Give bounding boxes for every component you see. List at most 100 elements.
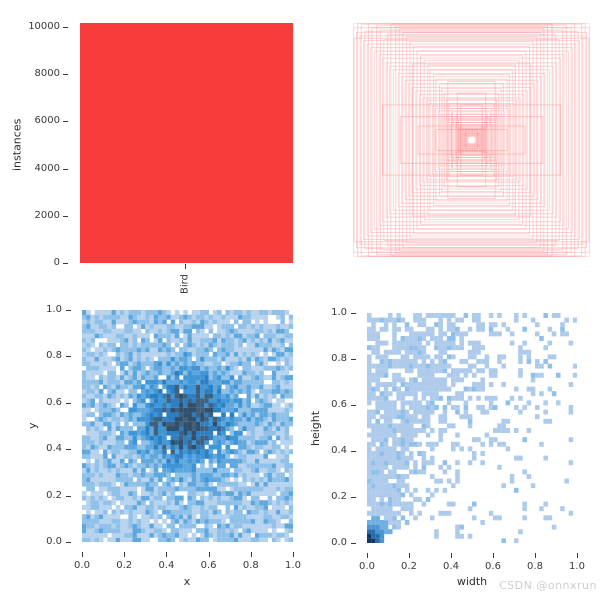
bbox-rect	[411, 86, 532, 194]
bbox-rect	[448, 103, 495, 177]
bbox-rect	[429, 69, 514, 211]
bbox-rect	[392, 69, 551, 211]
bbox-rect	[444, 118, 498, 162]
y-tick-label: 0.2	[331, 491, 347, 502]
bbox-rect	[447, 119, 496, 161]
y-tick-mark	[66, 402, 71, 404]
bbox-rect	[456, 127, 487, 153]
bbox-rect	[360, 23, 583, 257]
bbox-rect	[363, 40, 580, 240]
y-tick-mark	[351, 451, 356, 452]
bbox-rect	[402, 31, 541, 249]
x-tick-label: 1.0	[569, 561, 585, 572]
bbox-rect	[399, 116, 544, 164]
bbox-rect	[466, 132, 477, 148]
y-tick-label: 0.8	[331, 353, 347, 364]
bbox-rect	[460, 131, 483, 149]
instances-bar-chart: instances 0 2000 4000 6000 8000 10000 Bird	[0, 0, 300, 300]
y-tick-mark	[351, 543, 356, 544]
x-tick-label: 1.0	[285, 560, 301, 571]
y-tick-mark	[351, 359, 356, 360]
y-tick-label: 2000	[34, 209, 60, 221]
bbox-rect	[435, 78, 508, 202]
bbox-rect	[463, 131, 480, 149]
bbox-rect	[366, 43, 577, 237]
y-tick-mark	[63, 27, 68, 28]
y-tick-mark	[66, 495, 71, 497]
bbox-rect	[383, 38, 560, 242]
bbox-rect	[460, 125, 483, 155]
bbox-rect	[427, 64, 516, 216]
bbox-rect	[459, 130, 484, 150]
y-tick-mark	[63, 74, 68, 76]
bbox-rect	[459, 124, 484, 156]
x-tick-mark	[409, 553, 410, 558]
x-tick-mark	[82, 552, 83, 557]
bbox-rect	[401, 76, 542, 204]
x-tick-label: 0.0	[74, 560, 90, 571]
y-tick-mark	[351, 497, 356, 498]
bbox-rect	[450, 124, 493, 156]
x-tick-mark	[367, 553, 368, 558]
x-tick-label: 0.4	[443, 561, 459, 572]
bbox-rect	[373, 50, 570, 230]
bbox-rect	[395, 26, 548, 254]
instances-x-tick-mark	[185, 264, 186, 269]
bbox-rect	[447, 81, 496, 199]
bbox-rect	[455, 113, 488, 167]
x-tick-mark	[208, 552, 210, 557]
xy-y-axis-label: y	[26, 422, 39, 430]
bbox-rect	[454, 126, 489, 154]
bird-bar	[80, 22, 293, 263]
bbox-rect	[412, 45, 530, 235]
bbox-rect	[390, 23, 553, 257]
bbox-rect	[364, 30, 579, 250]
bbox-rect	[371, 27, 572, 253]
x-tick-mark	[124, 552, 126, 557]
bbox-rect	[467, 134, 476, 146]
bbox-rect	[455, 122, 488, 159]
wh-y-axis-label: height	[309, 410, 322, 446]
bbox-rect	[359, 35, 584, 245]
bbox-rect	[423, 59, 520, 221]
y-tick-label: 10000	[28, 21, 60, 32]
bbox-rect	[458, 129, 486, 152]
x-tick-mark	[493, 553, 494, 558]
bbox-rect	[461, 133, 482, 147]
bbox-rect	[456, 92, 487, 188]
bbox-rect	[440, 113, 503, 167]
y-tick-label: 0.2	[46, 489, 62, 501]
bbox-rect	[379, 29, 564, 251]
x-tick-label: 0.2	[401, 561, 417, 572]
y-tick-label: 8000	[34, 68, 60, 80]
bbox-rect	[453, 117, 490, 163]
x-tick-label: 0.6	[485, 561, 501, 572]
y-tick-label: 6000	[34, 115, 60, 127]
bbox-rect	[428, 103, 515, 177]
y-tick-label: 0.6	[331, 399, 347, 410]
x-tick-mark	[250, 552, 252, 557]
y-tick-label: 0.6	[46, 396, 62, 408]
bbox-rect	[416, 50, 527, 230]
y-tick-label: 0.0	[46, 536, 62, 547]
y-tick-mark	[66, 356, 71, 358]
bbox-rect	[356, 31, 587, 249]
bbox-rect	[376, 24, 567, 256]
bbox-rect	[404, 79, 539, 201]
bbox-rect	[462, 132, 481, 148]
bbox-rect	[443, 92, 500, 188]
x-tick-label: 0.8	[242, 560, 259, 571]
bbox-rect	[446, 98, 497, 182]
bbox-rect	[431, 105, 512, 175]
category-label-bird: Bird	[179, 274, 191, 294]
bbox-rect	[433, 74, 510, 206]
bbox-rect	[418, 93, 525, 187]
bbox-rect	[408, 83, 535, 197]
watermark: CSDN @onnxrun	[498, 579, 597, 592]
bbox-overlay-plot	[353, 23, 590, 257]
x-tick-label: 0.4	[158, 560, 175, 571]
bbox-rect	[405, 36, 538, 244]
bbox-rect	[353, 37, 590, 243]
bbox-rect	[452, 111, 491, 169]
